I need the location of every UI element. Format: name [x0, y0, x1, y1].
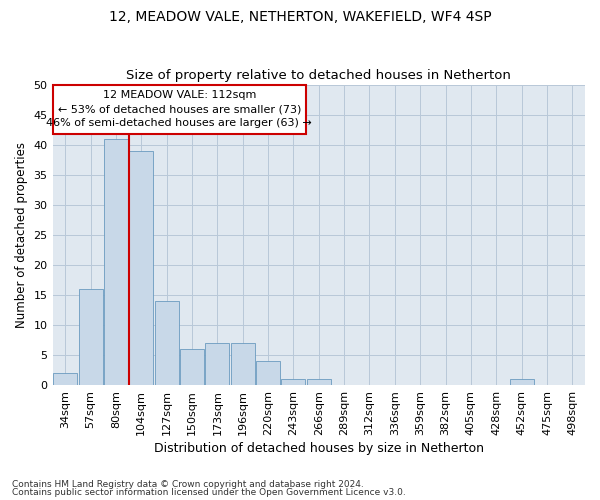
Bar	[79, 289, 103, 385]
Text: 12, MEADOW VALE, NETHERTON, WAKEFIELD, WF4 4SP: 12, MEADOW VALE, NETHERTON, WAKEFIELD, W…	[109, 10, 491, 24]
Bar	[509, 379, 533, 385]
Y-axis label: Number of detached properties: Number of detached properties	[15, 142, 28, 328]
Bar	[205, 343, 229, 385]
Text: 12 MEADOW VALE: 112sqm: 12 MEADOW VALE: 112sqm	[103, 90, 256, 101]
Bar	[104, 138, 128, 385]
Bar	[53, 373, 77, 385]
Bar	[230, 343, 255, 385]
Bar	[281, 379, 305, 385]
Bar	[307, 379, 331, 385]
FancyBboxPatch shape	[53, 84, 305, 134]
Bar	[155, 301, 179, 385]
Title: Size of property relative to detached houses in Netherton: Size of property relative to detached ho…	[127, 69, 511, 82]
Text: 46% of semi-detached houses are larger (63) →: 46% of semi-detached houses are larger (…	[46, 118, 312, 128]
X-axis label: Distribution of detached houses by size in Netherton: Distribution of detached houses by size …	[154, 442, 484, 455]
Text: ← 53% of detached houses are smaller (73): ← 53% of detached houses are smaller (73…	[58, 104, 301, 114]
Bar	[180, 349, 204, 385]
Bar	[129, 150, 154, 385]
Text: Contains public sector information licensed under the Open Government Licence v3: Contains public sector information licen…	[12, 488, 406, 497]
Text: Contains HM Land Registry data © Crown copyright and database right 2024.: Contains HM Land Registry data © Crown c…	[12, 480, 364, 489]
Bar	[256, 361, 280, 385]
